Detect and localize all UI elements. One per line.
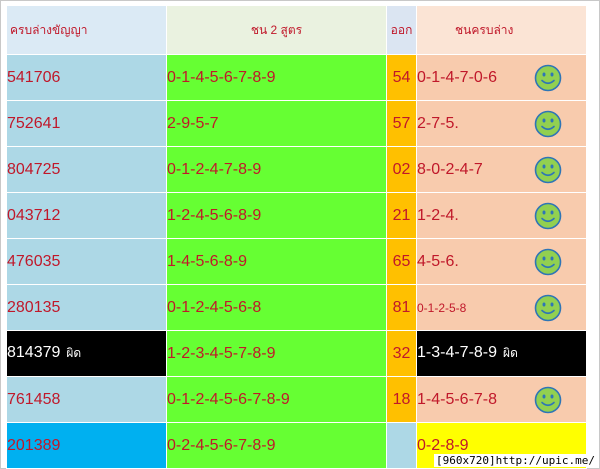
wrong-tag: ผิด: [66, 346, 82, 360]
out-cell: 81: [386, 284, 417, 331]
table-row: 043712 1-2-4-5-6-8-9 21 1-2-4.: [6, 192, 587, 239]
out-cell: [386, 422, 417, 469]
out-cell: 18: [386, 376, 417, 423]
table-row: 814379 ผิด 1-2-3-4-5-7-8-9 32 1-3-4-7-8-9…: [6, 330, 587, 377]
result-text: 2-7-5.: [417, 114, 459, 132]
table-row: 280135 0-1-2-4-5-6-8 81 0-1-2-5-8: [6, 284, 587, 331]
number-cell: 814379 ผิด: [6, 330, 167, 377]
result-cell: 8-0-2-4-7: [416, 146, 587, 193]
pattern-cell: 1-2-4-5-6-8-9: [166, 192, 387, 239]
result-text: 4-5-6.: [417, 252, 459, 270]
result-cell: 1-4-5-6-7-8: [416, 376, 587, 423]
table-row: 804725 0-1-2-4-7-8-9 02 8-0-2-4-7: [6, 146, 587, 193]
smiley-face-icon: [534, 156, 562, 183]
table-row: 752641 2-9-5-7 57 2-7-5.: [6, 100, 587, 147]
table-row: 541706 0-1-4-5-6-7-8-9 54 0-1-4-7-0-6: [6, 54, 587, 101]
result-text: 0-1-4-7-0-6: [417, 68, 498, 86]
result-cell: 0-1-2-5-8: [416, 284, 587, 331]
pattern-cell: 0-1-4-5-6-7-8-9: [166, 54, 387, 101]
smiley-face-icon: [534, 248, 562, 275]
header-out: ออก: [386, 5, 417, 55]
number-cell: 476035: [6, 238, 167, 285]
number-cell: 761458: [6, 376, 167, 423]
header-pattern: ชน 2 สูตร: [166, 5, 387, 55]
number-text: 814379: [7, 344, 61, 361]
image-host-watermark: [960x720]http://upic.me/: [434, 454, 597, 467]
results-table: ครบล่างขัญญา ชน 2 สูตร ออก ชนครบล่าง 541…: [6, 5, 587, 469]
result-text: 1-4-5-6-7-8: [417, 390, 498, 408]
result-text: 0-1-2-5-8: [417, 300, 467, 315]
result-text: 1-2-4.: [417, 206, 459, 224]
number-cell: 201389: [6, 422, 167, 469]
result-cell: 1-3-4-7-8-9 ผิด: [416, 330, 587, 377]
number-cell: 752641: [6, 100, 167, 147]
pattern-cell: 1-2-3-4-5-7-8-9: [166, 330, 387, 377]
result-text: 8-0-2-4-7: [417, 160, 483, 178]
pattern-cell: 1-4-5-6-8-9: [166, 238, 387, 285]
pattern-cell: 0-1-2-4-5-6-8: [166, 284, 387, 331]
smiley-face-icon: [534, 110, 562, 137]
header-result: ชนครบล่าง: [416, 5, 587, 55]
header-row: ครบล่างขัญญา ชน 2 สูตร ออก ชนครบล่าง: [6, 5, 587, 55]
out-cell: 02: [386, 146, 417, 193]
pattern-cell: 0-1-2-4-7-8-9: [166, 146, 387, 193]
out-cell: 21: [386, 192, 417, 239]
number-cell: 804725: [6, 146, 167, 193]
smiley-face-icon: [534, 294, 562, 321]
out-cell: 54: [386, 54, 417, 101]
number-cell: 043712: [6, 192, 167, 239]
out-cell: 65: [386, 238, 417, 285]
table-row: 761458 0-1-2-4-5-6-7-8-9 18 1-4-5-6-7-8: [6, 376, 587, 423]
result-cell: 4-5-6.: [416, 238, 587, 285]
table-row: 476035 1-4-5-6-8-9 65 4-5-6.: [6, 238, 587, 285]
smiley-face-icon: [534, 64, 562, 91]
smiley-face-icon: [534, 386, 562, 413]
pattern-cell: 2-9-5-7: [166, 100, 387, 147]
out-cell: 32: [386, 330, 417, 377]
number-cell: 541706: [6, 54, 167, 101]
wrong-tag: ผิด: [503, 346, 518, 360]
pattern-cell: 0-1-2-4-5-6-7-8-9: [166, 376, 387, 423]
header-number: ครบล่างขัญญา: [6, 5, 167, 55]
out-cell: 57: [386, 100, 417, 147]
number-cell: 280135: [6, 284, 167, 331]
smiley-face-icon: [534, 202, 562, 229]
result-cell: 2-7-5.: [416, 100, 587, 147]
result-text: 1-3-4-7-8-9: [417, 344, 498, 361]
result-cell: 1-2-4.: [416, 192, 587, 239]
result-cell: 0-1-4-7-0-6: [416, 54, 587, 101]
pattern-cell: 0-2-4-5-6-7-8-9: [166, 422, 387, 469]
